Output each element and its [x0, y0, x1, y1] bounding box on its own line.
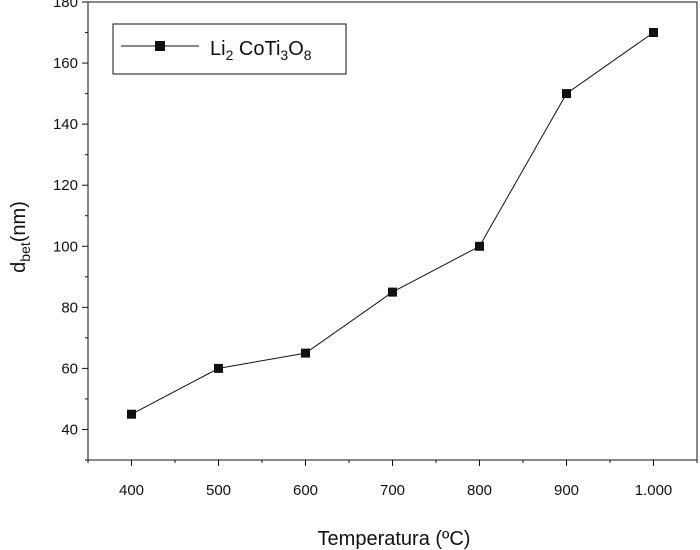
series-line: [131, 32, 654, 415]
legend-label-ti-subscript: 3: [280, 47, 288, 63]
y-tick-label: 180: [53, 0, 78, 11]
x-axis-title: Temperatura (ºC): [318, 528, 471, 550]
legend-label-o-subscript: 8: [304, 47, 312, 63]
x-tick-label: 500: [206, 482, 231, 499]
y-tick-label: 60: [61, 360, 78, 377]
legend-label-coti: CoTi: [233, 38, 280, 60]
data-point: [649, 28, 658, 37]
tick-labels: 40 60 80 100 120 140 160 180 400 500 600 700 800 900 1…: [53, 0, 672, 499]
x-tick-label: 600: [293, 482, 318, 499]
y-axis-title: dbet(nm): [8, 201, 33, 273]
data-point: [475, 241, 484, 251]
legend-label-li-subscript: 2: [226, 47, 234, 63]
y-tick-label: 160: [53, 55, 78, 72]
axis-ticks: [82, 1, 698, 466]
x-tick-label: 900: [554, 482, 579, 499]
legend-marker: [155, 41, 165, 51]
x-tick-label: 800: [467, 482, 492, 499]
series-layer: [127, 28, 658, 419]
legend-label-o: O: [288, 38, 304, 60]
legend: Li2 CoTi3O8: [112, 23, 347, 75]
data-point: [301, 348, 310, 358]
legend-label: Li2 CoTi3O8: [210, 38, 312, 63]
x-tick-label: 400: [119, 482, 144, 499]
y-tick-label: 80: [61, 299, 78, 316]
data-point: [127, 409, 136, 419]
y-axis-title-unit: (nm): [8, 201, 30, 242]
y-tick-label: 120: [53, 177, 78, 194]
y-axis-title-subscript: bet: [17, 242, 33, 262]
data-point: [562, 89, 571, 99]
y-tick-label: 40: [61, 421, 78, 438]
y-tick-label: 140: [53, 116, 78, 133]
y-tick-label: 100: [53, 238, 78, 255]
data-point: [388, 287, 397, 297]
legend-box: [112, 23, 347, 75]
legend-label-li: Li: [210, 38, 226, 60]
x-tick-label: 1.000: [635, 482, 673, 499]
x-tick-label: 700: [380, 482, 405, 499]
data-point: [214, 363, 223, 373]
y-axis-title-d: d: [8, 262, 30, 273]
